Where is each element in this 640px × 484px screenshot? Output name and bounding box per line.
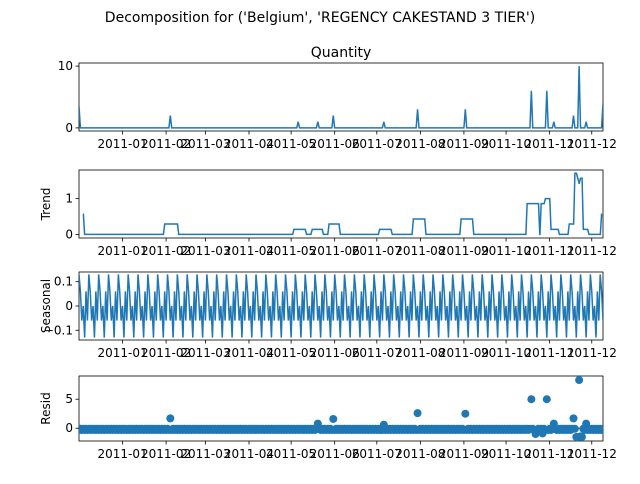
x-tick-label: 2011-12 <box>567 346 617 360</box>
x-tick-label: 2011-07 <box>352 346 402 360</box>
resid-point <box>542 395 551 404</box>
x-tick-label: 2011-09 <box>439 244 489 258</box>
x-tick-label: 2011-01 <box>97 244 147 258</box>
y-tick-label: 5 <box>65 392 73 406</box>
x-tick-label: 2011-11 <box>525 447 575 461</box>
x-tick-label: 2011-03 <box>180 346 230 360</box>
seasonal-series-line <box>79 274 603 338</box>
x-tick-label: 2011-02 <box>141 244 191 258</box>
plot-area <box>79 376 603 441</box>
x-tick-label: 2011-03 <box>180 447 230 461</box>
x-tick-label: 2011-02 <box>141 447 191 461</box>
x-tick-label: 2011-04 <box>224 346 274 360</box>
resid-point <box>527 395 536 404</box>
x-tick-label: 2011-08 <box>395 137 445 151</box>
figure-suptitle: Decomposition for ('Belgium', 'REGENCY C… <box>105 10 535 26</box>
axes-frame <box>78 62 604 132</box>
x-tick-label: 2011-12 <box>567 137 617 151</box>
plot-area <box>79 66 603 129</box>
x-tick-label: 2011-02 <box>141 137 191 151</box>
x-tick-label: 2011-07 <box>352 244 402 258</box>
y-tick-label: 1 <box>65 192 73 206</box>
x-tick-label: 2011-10 <box>481 137 531 151</box>
trend-series-line <box>82 172 603 236</box>
x-tick-label: 2011-08 <box>395 244 445 258</box>
x-tick-label: 2011-05 <box>266 244 316 258</box>
resid-point <box>570 424 579 433</box>
y-tick-label: 10 <box>58 59 73 73</box>
x-tick-label: 2011-08 <box>395 346 445 360</box>
x-tick-label: 2011-01 <box>97 346 147 360</box>
resid-point <box>599 424 603 433</box>
x-tick-label: 2011-06 <box>310 346 360 360</box>
x-tick-label: 2011-12 <box>567 447 617 461</box>
x-tick-label: 2011-04 <box>224 137 274 151</box>
x-tick-label: 2011-09 <box>439 137 489 151</box>
axes-frame <box>78 375 604 442</box>
x-tick-label: 2011-07 <box>352 447 402 461</box>
y-tick-label: 0.1 <box>54 275 73 289</box>
panel-title: Quantity <box>311 45 372 61</box>
y-axis-label: Resid <box>39 392 53 424</box>
x-tick-label: 2011-09 <box>439 346 489 360</box>
x-tick-label: 2011-09 <box>439 447 489 461</box>
resid-point <box>166 414 175 423</box>
y-tick-label: 0 <box>65 227 73 241</box>
resid-point <box>575 376 584 385</box>
panel-resid: Resid052011-012011-022011-032011-042011-… <box>39 375 617 461</box>
x-tick-label: 2011-10 <box>481 447 531 461</box>
x-tick-label: 2011-08 <box>395 447 445 461</box>
resid-point <box>413 409 422 418</box>
y-tick-label: 0 <box>65 121 73 135</box>
resid-point <box>461 409 470 418</box>
x-tick-label: 2011-04 <box>224 244 274 258</box>
plot-area <box>79 274 603 338</box>
x-tick-label: 2011-10 <box>481 244 531 258</box>
panel-trend: Trend012011-012011-022011-032011-042011-… <box>39 169 617 258</box>
x-tick-label: 2011-05 <box>266 447 316 461</box>
x-tick-label: 2011-12 <box>567 244 617 258</box>
x-tick-label: 2011-11 <box>525 346 575 360</box>
x-tick-label: 2011-06 <box>310 244 360 258</box>
y-tick-label: −0.1 <box>44 323 73 337</box>
y-tick-label: 0 <box>65 299 73 313</box>
x-tick-label: 2011-03 <box>180 244 230 258</box>
x-tick-label: 2011-06 <box>310 137 360 151</box>
x-tick-label: 2011-10 <box>481 346 531 360</box>
x-tick-label: 2011-11 <box>525 244 575 258</box>
resid-point <box>569 414 578 423</box>
x-tick-label: 2011-01 <box>97 447 147 461</box>
plot-area <box>82 172 603 236</box>
y-axis-label: Trend <box>39 188 53 222</box>
y-tick-label: 0 <box>65 421 73 435</box>
x-tick-label: 2011-05 <box>266 346 316 360</box>
resid-point <box>577 432 586 441</box>
x-tick-label: 2011-11 <box>525 137 575 151</box>
x-tick-label: 2011-06 <box>310 447 360 461</box>
resid-point <box>329 414 338 423</box>
panel-quantity: Quantity0102011-012011-022011-032011-042… <box>58 45 617 151</box>
panel-seasonal: Seasonal−0.100.12011-012011-022011-03201… <box>39 271 617 360</box>
x-tick-label: 2011-04 <box>224 447 274 461</box>
x-tick-label: 2011-05 <box>266 137 316 151</box>
quantity-series-line <box>79 66 603 129</box>
x-tick-label: 2011-03 <box>180 137 230 151</box>
axes-frame <box>78 169 604 239</box>
x-tick-label: 2011-02 <box>141 346 191 360</box>
x-tick-label: 2011-01 <box>97 137 147 151</box>
y-axis-label: Seasonal <box>39 279 53 333</box>
x-tick-label: 2011-07 <box>352 137 402 151</box>
